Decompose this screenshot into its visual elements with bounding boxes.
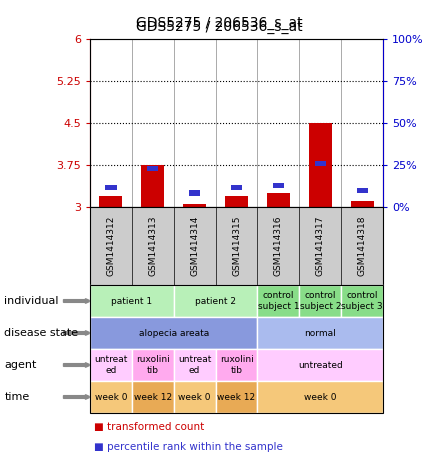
- Bar: [105, 185, 117, 190]
- Text: control
subject 3: control subject 3: [342, 291, 383, 311]
- Text: week 0: week 0: [304, 392, 337, 401]
- Bar: [314, 161, 326, 166]
- Text: GSM1414315: GSM1414315: [232, 216, 241, 276]
- Bar: [351, 202, 374, 207]
- Text: GSM1414318: GSM1414318: [358, 216, 367, 276]
- Text: ruxolini
tib: ruxolini tib: [136, 355, 170, 375]
- Text: GSM1414313: GSM1414313: [148, 216, 157, 276]
- Text: time: time: [4, 392, 30, 402]
- Text: patient 2: patient 2: [195, 297, 236, 305]
- Text: control
subject 1: control subject 1: [258, 291, 299, 311]
- Text: GDS5275 / 206536_s_at: GDS5275 / 206536_s_at: [136, 16, 302, 30]
- Text: week 0: week 0: [178, 392, 211, 401]
- Bar: [99, 196, 122, 207]
- Text: week 12: week 12: [134, 392, 172, 401]
- Text: normal: normal: [304, 328, 336, 337]
- Text: patient 1: patient 1: [111, 297, 152, 305]
- Bar: [183, 204, 206, 207]
- Text: GSM1414317: GSM1414317: [316, 216, 325, 276]
- Text: control
subject 2: control subject 2: [300, 291, 341, 311]
- Text: GDS5275 / 206536_s_at: GDS5275 / 206536_s_at: [136, 20, 302, 34]
- Text: ■ transformed count: ■ transformed count: [94, 422, 205, 432]
- Text: GSM1414312: GSM1414312: [106, 216, 115, 276]
- Text: ruxolini
tib: ruxolini tib: [219, 355, 254, 375]
- Text: ■ percentile rank within the sample: ■ percentile rank within the sample: [94, 443, 283, 453]
- Text: alopecia areata: alopecia areata: [138, 328, 209, 337]
- Bar: [147, 166, 159, 171]
- Bar: [267, 193, 290, 207]
- Text: GSM1414314: GSM1414314: [190, 216, 199, 276]
- Text: untreated: untreated: [298, 361, 343, 370]
- Text: week 0: week 0: [95, 392, 127, 401]
- Text: disease state: disease state: [4, 328, 78, 338]
- Text: week 12: week 12: [217, 392, 256, 401]
- Text: individual: individual: [4, 296, 59, 306]
- Text: agent: agent: [4, 360, 37, 370]
- Text: GSM1414316: GSM1414316: [274, 216, 283, 276]
- Bar: [357, 188, 368, 193]
- Bar: [141, 165, 164, 207]
- Text: untreat
ed: untreat ed: [178, 355, 211, 375]
- Text: untreat
ed: untreat ed: [94, 355, 127, 375]
- Bar: [309, 123, 332, 207]
- Bar: [273, 183, 284, 188]
- Bar: [231, 185, 242, 190]
- Bar: [225, 196, 248, 207]
- Bar: [189, 190, 200, 196]
